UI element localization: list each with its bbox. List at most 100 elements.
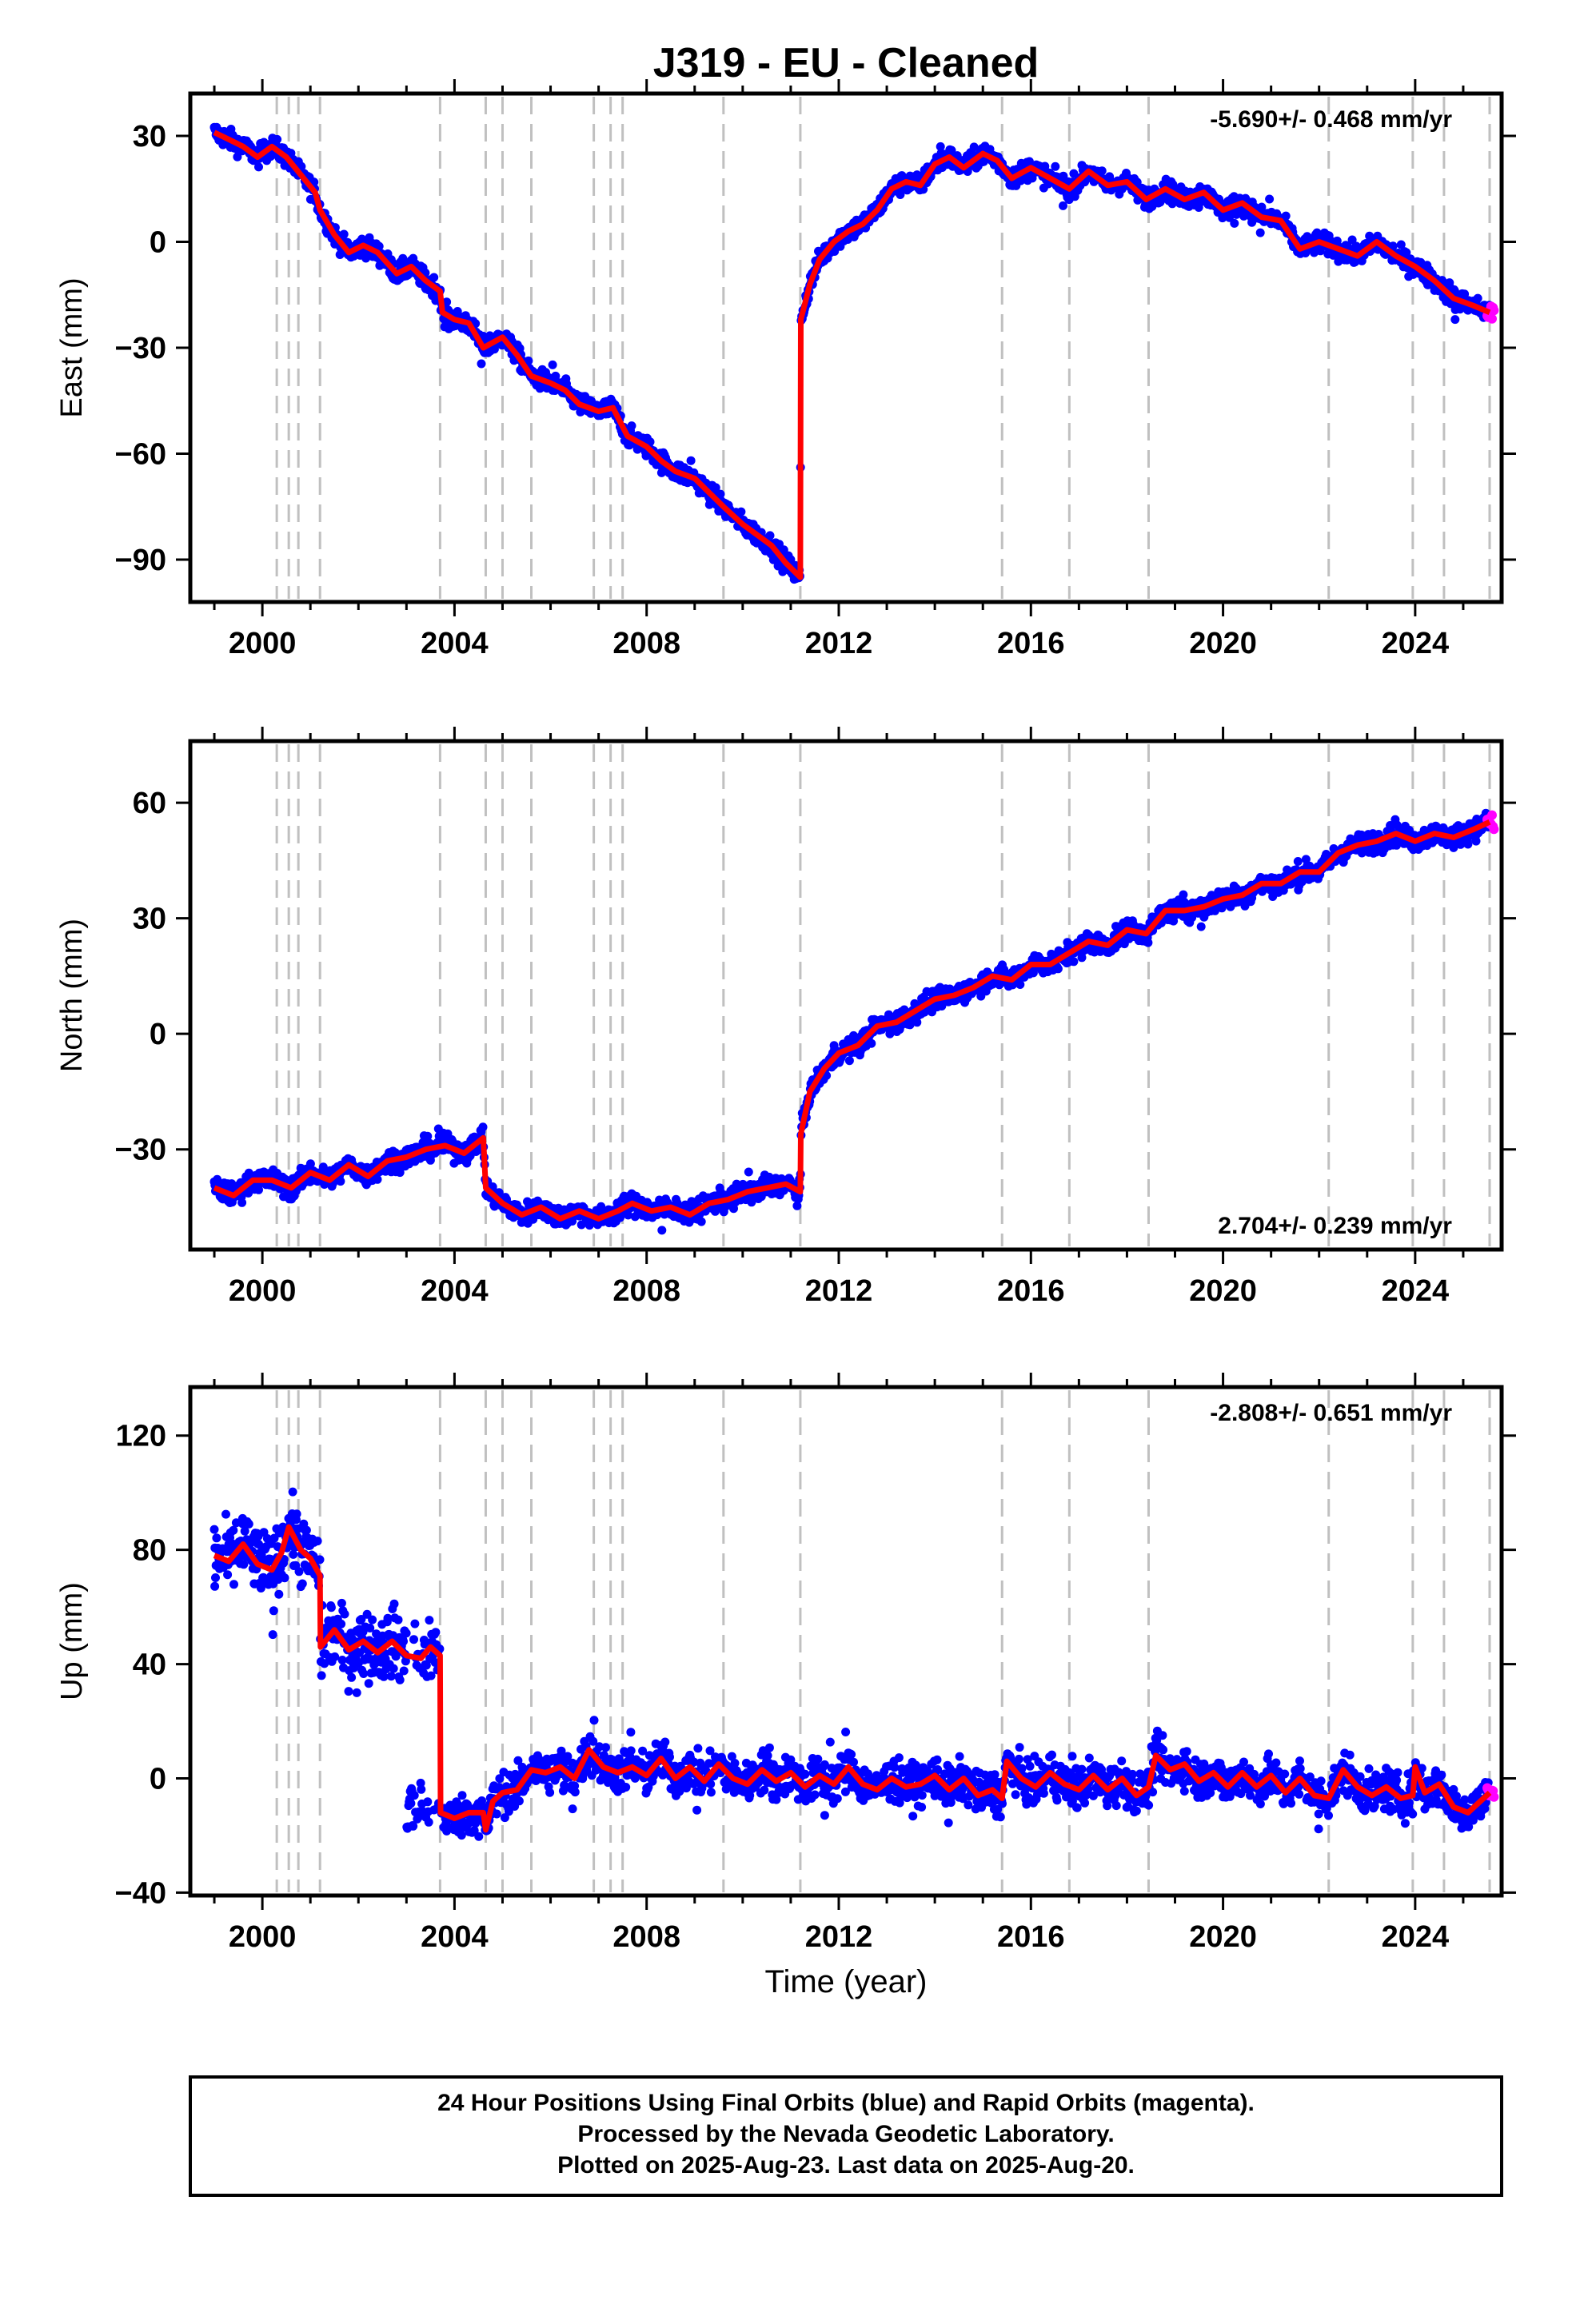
outlier-point (441, 322, 449, 331)
outlier-point (1256, 229, 1265, 237)
y-tick-label: 0 (150, 226, 166, 260)
data-point (281, 1573, 289, 1582)
y-tick-label: −90 (115, 544, 166, 577)
data-point (337, 1620, 345, 1628)
data-point (269, 1606, 278, 1615)
data-point (221, 1510, 230, 1519)
outlier-point (744, 1168, 753, 1177)
data-point (628, 421, 636, 430)
data-point (313, 1537, 322, 1545)
rapid-orbit-point (1489, 305, 1498, 315)
data-point (293, 1509, 301, 1518)
velocity-label: -5.690+/- 0.468 mm/yr (1210, 106, 1452, 133)
y-tick-label: 30 (133, 903, 166, 936)
outlier-point (765, 1173, 774, 1182)
x-tick-label: 2004 (421, 1274, 489, 1308)
outlier-point (1294, 886, 1303, 895)
data-point (1294, 857, 1303, 866)
x-tick-label: 2008 (612, 627, 680, 660)
outlier-point (687, 456, 696, 465)
data-point (336, 1177, 345, 1186)
outlier-point (1379, 848, 1387, 857)
data-point (316, 1555, 325, 1564)
outlier-point (1059, 201, 1067, 210)
y-axis-label: North (mm) (55, 919, 89, 1072)
data-point (210, 1525, 219, 1534)
data-point (223, 1570, 232, 1579)
outlier-point (434, 1125, 443, 1134)
outlier-point (657, 1226, 666, 1234)
x-tick-label: 2024 (1382, 1274, 1450, 1308)
x-tick-label: 2000 (229, 1274, 297, 1308)
data-point (211, 1573, 220, 1582)
data-point (429, 273, 438, 282)
data-point (365, 1679, 373, 1688)
data-point (298, 1580, 307, 1589)
data-point (1054, 964, 1063, 973)
data-point (1051, 162, 1059, 171)
data-point (697, 1218, 706, 1226)
x-tick-label: 2020 (1189, 627, 1257, 660)
data-point (212, 1533, 221, 1542)
outlier-point (285, 1194, 294, 1203)
outlier-point (1197, 923, 1206, 931)
rapid-orbit-point (1487, 811, 1497, 820)
outlier-point (830, 1041, 839, 1050)
outlier-point (936, 142, 945, 151)
rapid-orbit-point (1487, 314, 1497, 324)
x-tick-label: 2016 (997, 1274, 1065, 1308)
y-tick-label: −30 (115, 332, 166, 365)
rapid-orbit-point (1489, 824, 1498, 834)
y-tick-label: 60 (133, 787, 166, 820)
chart-title: J319 - EU - Cleaned (653, 40, 1039, 86)
y-tick-label: −60 (115, 438, 166, 472)
data-point (845, 1056, 854, 1065)
data-point (736, 508, 745, 516)
panel-frame (190, 94, 1502, 602)
data-point (479, 1122, 488, 1131)
data-point (340, 230, 349, 239)
x-tick-label: 2012 (805, 627, 873, 660)
model-fit-line (214, 133, 1490, 578)
data-point (237, 1198, 246, 1207)
data-point (330, 1652, 339, 1661)
data-point (1463, 840, 1472, 849)
data-point (345, 1687, 353, 1696)
data-point (359, 1669, 368, 1678)
y-axis-label: East (mm) (55, 277, 89, 417)
data-point (347, 1673, 356, 1682)
velocity-label: 2.704+/- 0.239 mm/yr (1218, 1213, 1452, 1239)
outlier-point (1390, 815, 1399, 824)
outlier-point (757, 1192, 766, 1201)
data-point (327, 1603, 336, 1612)
data-point (289, 1488, 297, 1497)
data-point (867, 1039, 876, 1048)
outlier-point (1195, 203, 1203, 212)
outlier-point (1268, 892, 1277, 901)
outlier-point (1265, 195, 1274, 204)
data-point (295, 1567, 304, 1576)
x-tick-label: 2012 (805, 1274, 873, 1308)
data-point (341, 1610, 349, 1619)
outlier-point (1450, 315, 1459, 324)
outlier-point (648, 1213, 656, 1222)
outlier-point (477, 360, 486, 369)
y-tick-label: 0 (150, 1018, 166, 1051)
outlier-point (600, 397, 609, 406)
x-tick-label: 2024 (1382, 627, 1450, 660)
data-point (1069, 957, 1078, 966)
data-point (1474, 294, 1482, 303)
data-point (254, 162, 263, 171)
y-tick-label: 30 (133, 120, 166, 153)
data-point (1098, 166, 1107, 175)
final-orbit-points (210, 123, 1499, 584)
x-tick-label: 2000 (229, 627, 297, 660)
x-tick-label: 2020 (1189, 1274, 1257, 1308)
outlier-point (1230, 219, 1239, 228)
y-tick-label: −30 (115, 1134, 166, 1167)
data-point (337, 1599, 346, 1608)
